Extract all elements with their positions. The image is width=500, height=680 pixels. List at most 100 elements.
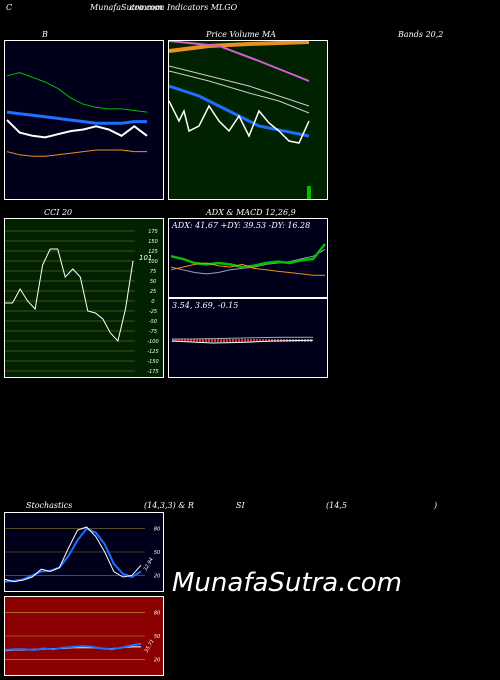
macd-histogram-bar bbox=[247, 339, 249, 342]
macd-readout: 3.54, 3.69, -0.15 bbox=[172, 301, 239, 310]
ma-volume-bar bbox=[307, 186, 311, 199]
cci-title: CCI 20 bbox=[44, 208, 73, 217]
adx-series-1 bbox=[170, 243, 326, 269]
macd-histogram-bar bbox=[208, 339, 210, 342]
macd-histogram-bar bbox=[175, 339, 177, 342]
rsi-params: (14,5 bbox=[326, 501, 347, 510]
macd-histogram-bar bbox=[256, 339, 258, 342]
macd-histogram-bar bbox=[196, 339, 198, 342]
macd-histogram-bar bbox=[181, 339, 183, 342]
rsi-tick-label: 20 bbox=[154, 657, 160, 663]
bollinger-series-1 bbox=[6, 110, 147, 125]
bollinger-chart bbox=[6, 72, 148, 157]
rsi-chart: 80 50 20 35.71 bbox=[5, 611, 160, 663]
cci-tick-label: 125 bbox=[148, 249, 158, 255]
adx-panel: ADX: 41.67 +DY: 39.53 -DY: 16.28 bbox=[168, 218, 328, 298]
cci-tick-label: 25 bbox=[150, 289, 156, 295]
cci-panel: 175 150 125 100 75 50 25 0 -25 -50 -75 -100 -125 -150… bbox=[4, 218, 164, 378]
header-c: C bbox=[6, 3, 13, 12]
rsi-series-main bbox=[5, 642, 142, 652]
cci-tick-label: 75 bbox=[150, 269, 156, 275]
ma-line-price bbox=[169, 100, 310, 144]
ma-line-blue bbox=[169, 84, 310, 138]
cci-tick-label: 150 bbox=[148, 239, 158, 245]
bollinger-panel bbox=[4, 40, 164, 200]
cci-tick-label: -100 bbox=[147, 339, 158, 345]
cci-tick-label: 50 bbox=[150, 279, 156, 285]
macd-histogram-bar bbox=[262, 339, 264, 342]
cci-tick-label: -150 bbox=[147, 359, 158, 365]
macd-histogram-bar bbox=[271, 339, 273, 342]
ma-line-grey-2 bbox=[169, 70, 310, 114]
rsi-panel: 80 50 20 35.71 bbox=[4, 596, 164, 676]
adx-macd-title: ADX & MACD 12,26,9 bbox=[206, 208, 296, 217]
stoch-title: Stochastics bbox=[26, 501, 73, 510]
macd-histogram-bar bbox=[220, 339, 222, 342]
adx-series-2 bbox=[170, 262, 325, 276]
macd-histogram-bar bbox=[235, 339, 237, 342]
macd-histogram-bar bbox=[259, 339, 261, 342]
macd-histogram-bar bbox=[178, 339, 180, 342]
header-site: MunafaSutra.com bbox=[90, 3, 163, 12]
stoch-tick-label: 80 bbox=[154, 527, 160, 533]
macd-histogram-bar bbox=[265, 339, 267, 342]
adx-chart bbox=[170, 243, 326, 276]
macd-histogram-bar bbox=[184, 339, 186, 342]
header-rest: common Indicators MLGO bbox=[130, 3, 238, 12]
macd-panel: 3.54, 3.69, -0.15 bbox=[168, 298, 328, 378]
cci-tick-label: -25 bbox=[149, 309, 157, 315]
stoch-series-d bbox=[5, 527, 142, 583]
macd-histogram-bar bbox=[190, 339, 192, 342]
macd-histogram-bar bbox=[223, 339, 225, 342]
adx-readout: ADX: 41.67 +DY: 39.53 -DY: 16.28 bbox=[172, 221, 311, 230]
macd-histogram-bar bbox=[241, 339, 243, 342]
macd-histogram-bar bbox=[211, 339, 213, 342]
macd-histogram-bar bbox=[244, 339, 246, 342]
bollinger-series-2 bbox=[6, 149, 147, 157]
cci-line bbox=[5, 248, 134, 343]
stoch-tick-label: 50 bbox=[154, 550, 160, 556]
stoch-last-label: 32.94 bbox=[143, 557, 155, 572]
ma-line-grey-1 bbox=[169, 65, 310, 107]
cci-last-label: 101 bbox=[139, 254, 152, 262]
macd-histogram-bar bbox=[232, 339, 234, 342]
stoch-series-k bbox=[5, 526, 142, 583]
cci-tick-label: -50 bbox=[149, 319, 157, 325]
rsi-close: ) bbox=[434, 501, 438, 510]
stoch-params: (14,3,3) & R bbox=[144, 501, 194, 510]
bollinger-series-0 bbox=[6, 72, 148, 113]
ma-line-pink bbox=[169, 41, 310, 82]
macd-histogram-bar bbox=[238, 339, 240, 342]
price-ma-title: Price Volume MA bbox=[206, 30, 276, 39]
macd-signal-line bbox=[172, 336, 313, 340]
stoch-panel: 80 50 20 32.94 bbox=[4, 512, 164, 592]
cci-tick-label: -175 bbox=[147, 369, 158, 375]
macd-histogram-bar bbox=[193, 339, 195, 342]
macd-histogram-bar bbox=[229, 339, 231, 342]
cci-tick-label: -75 bbox=[149, 329, 157, 335]
macd-histogram-bar bbox=[172, 339, 174, 342]
rsi-tick-label: 80 bbox=[154, 611, 160, 617]
adx-series-0 bbox=[170, 248, 326, 275]
cci-tick-label: -125 bbox=[147, 349, 158, 355]
rsi-title: SI bbox=[236, 501, 245, 510]
price-ma-panel bbox=[168, 40, 328, 200]
macd-line bbox=[171, 339, 314, 344]
macd-histogram-bar bbox=[205, 339, 207, 342]
cci-chart: 175 150 125 100 75 50 25 0 -25 -50 -75 -100 -125 -150… bbox=[5, 229, 159, 375]
macd-histogram-bar bbox=[226, 339, 228, 342]
watermark: MunafaSutra.com bbox=[172, 568, 403, 598]
bollinger-series-3 bbox=[6, 119, 148, 139]
bollinger-title: B bbox=[42, 30, 48, 39]
macd-histogram-bar bbox=[268, 339, 270, 342]
macd-histogram-bar bbox=[199, 339, 201, 342]
macd-histogram-bar bbox=[187, 339, 189, 342]
macd-histogram-bar bbox=[214, 339, 216, 342]
cci-tick-label: 100 bbox=[148, 259, 158, 265]
cci-tick-label: 0 bbox=[151, 299, 154, 305]
macd-histogram-bar bbox=[253, 339, 255, 342]
macd-histogram-bar bbox=[217, 339, 219, 342]
cci-tick-label: 175 bbox=[148, 229, 158, 235]
stoch-tick-label: 20 bbox=[154, 573, 160, 579]
